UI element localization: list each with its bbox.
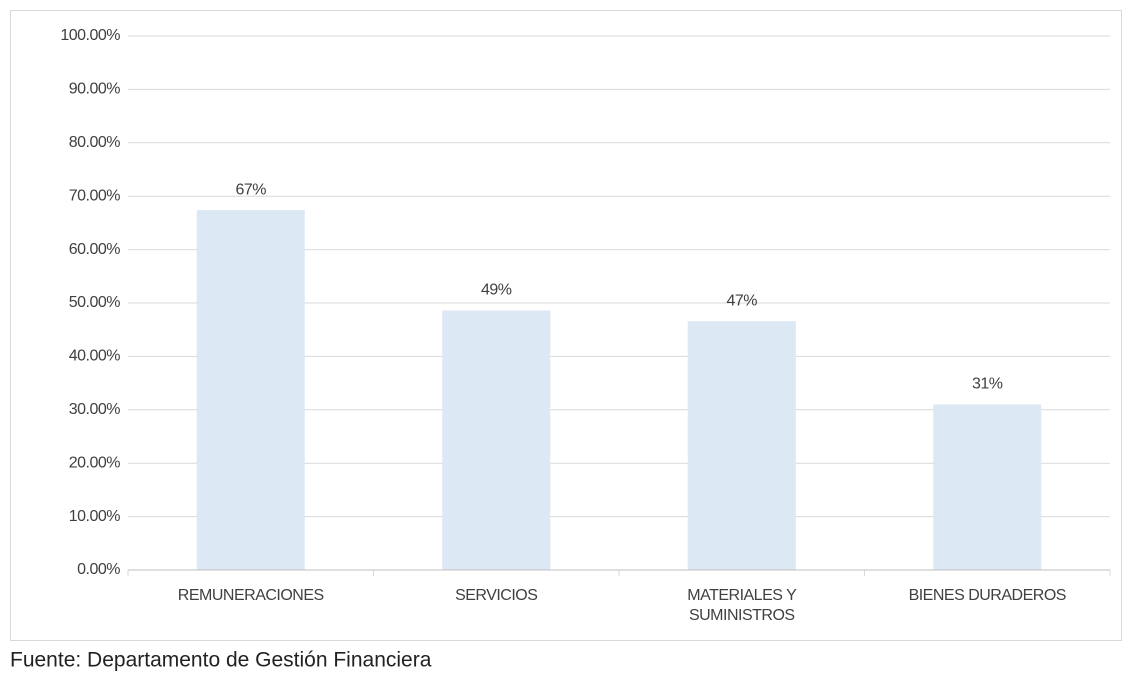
bar <box>442 310 551 570</box>
bar <box>196 210 305 571</box>
source-note: Fuente: Departamento de Gestión Financie… <box>10 649 432 672</box>
y-tick-label: 50.00% <box>69 294 121 311</box>
x-tick-label: REMUNERACIONES <box>178 587 324 604</box>
y-tick-label: 60.00% <box>69 241 121 258</box>
y-tick-label: 90.00% <box>69 81 121 98</box>
y-tick-label: 40.00% <box>69 348 121 365</box>
bar <box>933 404 1042 570</box>
x-tick-label: MATERIALES Y SUMINISTROS <box>687 587 797 624</box>
data-label: 49% <box>481 282 512 299</box>
data-label: 47% <box>726 292 757 309</box>
x-tick-label: SERVICIOS <box>455 587 537 604</box>
y-tick-label: 20.00% <box>69 454 121 471</box>
y-tick-label: 70.00% <box>69 187 121 204</box>
x-tick-label: BIENES DURADEROS <box>909 587 1066 604</box>
y-tick-label: 30.00% <box>69 401 121 418</box>
y-tick-label: 0.00% <box>77 561 120 578</box>
y-tick-label: 100.00% <box>60 27 120 44</box>
y-tick-label: 80.00% <box>69 134 121 151</box>
bar <box>687 321 796 570</box>
y-tick-label: 10.00% <box>69 508 121 525</box>
data-label: 31% <box>972 376 1003 393</box>
data-label: 67% <box>235 181 266 198</box>
